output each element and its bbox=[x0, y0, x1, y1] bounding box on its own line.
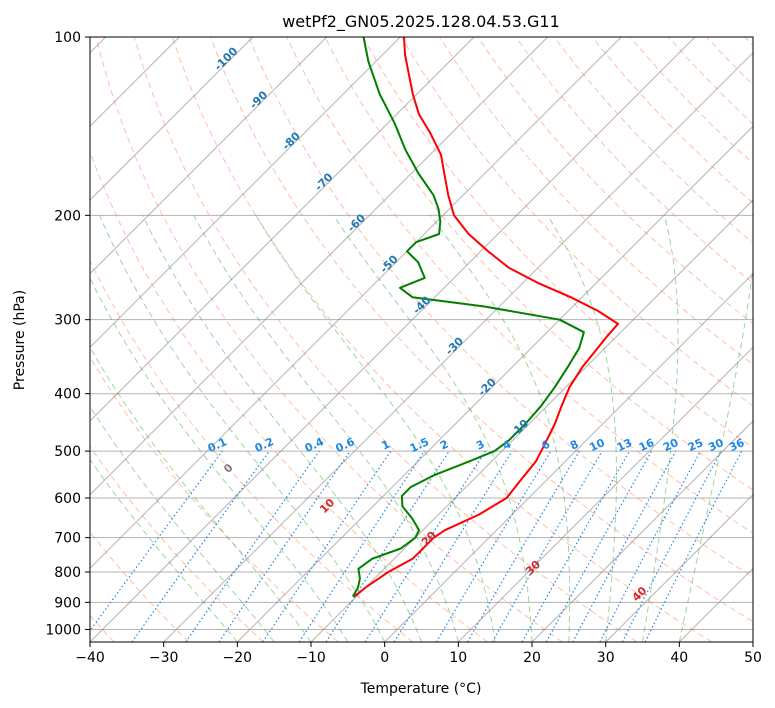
y-tick-label: 800 bbox=[54, 565, 81, 581]
mixing-ratio-line bbox=[131, 450, 270, 642]
mixing-ratio-label: 13 bbox=[615, 436, 634, 454]
mixing-ratio-label: 16 bbox=[637, 436, 657, 454]
isotherm-line bbox=[236, 125, 753, 642]
dewpoint-profile-line bbox=[351, 37, 585, 598]
dry-adiabat-line bbox=[133, 37, 638, 642]
moist-adiabat-line bbox=[678, 264, 753, 642]
isotherm-line bbox=[384, 272, 753, 642]
isotherm-line bbox=[90, 37, 475, 422]
moist-adiabat-line bbox=[99, 215, 386, 642]
y-tick-label: 300 bbox=[54, 313, 81, 329]
moist-adiabat-line bbox=[332, 215, 533, 642]
mixing-ratio-line bbox=[90, 450, 223, 632]
dry-adiabat-line bbox=[515, 37, 753, 284]
mixing-ratio-line bbox=[466, 450, 580, 642]
dry-adiabat-line bbox=[248, 37, 753, 578]
profile-lines bbox=[351, 37, 619, 598]
isotherm-line bbox=[163, 51, 753, 642]
dry-adiabat-line bbox=[210, 37, 753, 623]
isotherm-line bbox=[90, 37, 549, 496]
dry-adiabat-line bbox=[324, 37, 753, 491]
plot-frame bbox=[89, 36, 754, 643]
x-tick-label: 0 bbox=[380, 650, 389, 666]
moist-adiabat-line bbox=[642, 215, 679, 642]
x-tick-label: 20 bbox=[523, 650, 541, 666]
dry-adiabat-line bbox=[286, 37, 753, 534]
y-tick-label: 1000 bbox=[45, 622, 81, 638]
x-tick-label: 30 bbox=[597, 650, 615, 666]
y-tick-label: 700 bbox=[54, 531, 81, 547]
dry-adiabat-line bbox=[95, 37, 563, 642]
mixing-ratio-label: 20 bbox=[661, 436, 681, 454]
mixing-ratio-line bbox=[621, 450, 722, 642]
mixing-ratio-line bbox=[572, 450, 677, 642]
mixing-ratio-label: 36 bbox=[727, 436, 747, 454]
moist-adiabat-line bbox=[430, 215, 571, 642]
isotherm-line bbox=[90, 37, 328, 275]
y-tick-label: 400 bbox=[54, 387, 81, 403]
isotherm-line bbox=[531, 420, 753, 642]
x-tick-label: 40 bbox=[670, 650, 688, 666]
x-tick-label: 50 bbox=[744, 650, 762, 666]
dry-adiabat-line bbox=[90, 445, 264, 642]
moist-adiabat-line bbox=[90, 405, 275, 642]
mixing-ratio-line bbox=[435, 450, 552, 642]
dry-adiabat-line bbox=[90, 356, 339, 642]
moist-adiabat-line bbox=[547, 215, 617, 642]
isotherm-line bbox=[90, 37, 401, 349]
temperature-profile-line bbox=[353, 37, 619, 598]
isotherm-line bbox=[90, 37, 696, 642]
mixing-ratio-line bbox=[393, 450, 513, 642]
isotherm-line bbox=[90, 37, 622, 570]
moist-adiabat-line bbox=[142, 215, 422, 642]
dry-adiabat-line bbox=[90, 259, 414, 642]
y-tick-label: 500 bbox=[54, 444, 81, 460]
mixing-ratio-label: 25 bbox=[686, 436, 705, 454]
x-tick-label: −10 bbox=[296, 650, 326, 666]
mixing-ratio-label: 10 bbox=[587, 436, 607, 454]
mixing-ratio-line bbox=[364, 450, 486, 642]
isotherm-line bbox=[90, 37, 254, 201]
mixing-ratio-line bbox=[644, 450, 743, 642]
y-tick-label: 200 bbox=[54, 208, 81, 224]
axis-ticks: −40 −30 −20 −10 0 10 20 30 40 50 100 200 300 400 500 60… bbox=[45, 30, 762, 666]
y-tick-label: 100 bbox=[54, 30, 81, 46]
x-tick-label: −20 bbox=[223, 650, 253, 666]
mixing-ratio-label: 30 bbox=[706, 436, 726, 454]
dry-adiabat-line bbox=[171, 37, 712, 642]
x-tick-label: −40 bbox=[75, 650, 105, 666]
mixing-ratio-line bbox=[599, 450, 702, 642]
x-axis-title: Temperature (°C) bbox=[360, 681, 482, 697]
mixing-ratio-line bbox=[218, 450, 351, 642]
moist-adiabat-line bbox=[90, 346, 312, 642]
x-tick-label: −30 bbox=[149, 650, 179, 666]
isotherm-line bbox=[605, 493, 753, 642]
x-tick-label: 10 bbox=[449, 650, 467, 666]
mixing-ratio-line bbox=[185, 450, 320, 642]
y-axis-title: Pressure (hPa) bbox=[12, 290, 28, 390]
moist-adiabat-line bbox=[90, 458, 238, 642]
background-lines bbox=[90, 37, 753, 642]
moist-adiabat-line bbox=[193, 215, 459, 642]
chart-title: wetPf2_GN05.2025.128.04.53.G11 bbox=[282, 12, 560, 32]
isotherm-line bbox=[457, 346, 753, 642]
y-tick-label: 900 bbox=[54, 595, 81, 611]
y-tick-label: 600 bbox=[54, 491, 81, 507]
